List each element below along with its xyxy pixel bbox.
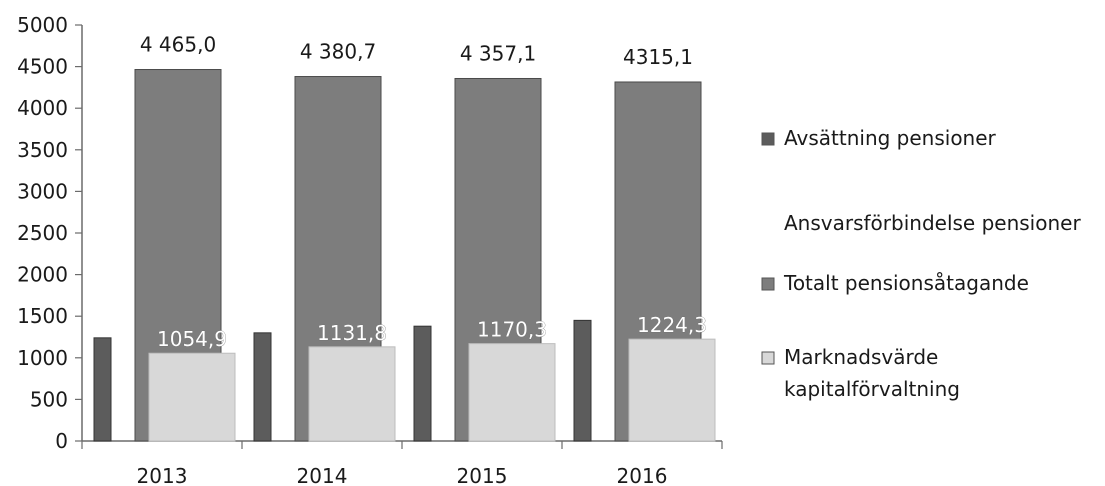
- bar-avsattning-pensioner: [574, 320, 591, 441]
- y-tick-label: 500: [30, 387, 68, 411]
- y-tick-label: 0: [55, 429, 68, 453]
- y-tick-label: 2000: [17, 263, 68, 287]
- y-tick-label: 2500: [17, 221, 68, 245]
- y-tick-label: 3000: [17, 179, 68, 203]
- y-tick-label: 1000: [17, 346, 68, 370]
- data-label-marknadsvarde: 1054,9: [157, 327, 227, 351]
- x-tick-label: 2015: [457, 464, 508, 486]
- legend-label: Totalt pensionsåtagande: [783, 271, 1029, 295]
- data-label-totalt: 4 380,7: [300, 40, 376, 64]
- y-tick-label: 3500: [17, 138, 68, 162]
- data-label-marknadsvarde: 1170,3: [477, 318, 547, 342]
- legend-swatch-icon: [762, 278, 774, 290]
- legend-label: Avsättning pensioner: [784, 126, 997, 150]
- bar-avsattning-pensioner: [94, 338, 111, 441]
- bar-marknadsvarde-kapitalforvaltning: [629, 339, 715, 441]
- x-tick-label: 2013: [137, 464, 188, 486]
- data-label-totalt: 4315,1: [623, 45, 693, 69]
- x-tick-label: 2014: [297, 464, 348, 486]
- bar-marknadsvarde-kapitalforvaltning: [309, 347, 395, 441]
- bar-marknadsvarde-kapitalforvaltning: [469, 344, 555, 441]
- bar-avsattning-pensioner: [414, 326, 431, 441]
- y-tick-label: 4500: [17, 55, 68, 79]
- y-tick-label: 1500: [17, 304, 68, 328]
- x-tick-label: 2016: [617, 464, 668, 486]
- data-label-totalt: 4 465,0: [140, 33, 216, 57]
- y-tick-label: 5000: [17, 13, 68, 37]
- bar-marknadsvarde-kapitalforvaltning: [149, 353, 235, 441]
- y-tick-label: 4000: [17, 96, 68, 120]
- legend-label: Ansvarsförbindelse pensioner: [784, 211, 1081, 235]
- legend-swatch-icon: [762, 352, 774, 364]
- legend-swatch-icon: [762, 218, 774, 230]
- legend-swatch-icon: [762, 133, 774, 145]
- data-label-marknadsvarde: 1131,8: [317, 321, 387, 345]
- data-label-marknadsvarde: 1224,3: [637, 313, 707, 337]
- bar-avsattning-pensioner: [254, 333, 271, 441]
- legend-label: kapitalförvaltning: [784, 377, 960, 401]
- legend-label: Marknadsvärde: [784, 345, 938, 369]
- data-label-totalt: 4 357,1: [460, 41, 536, 65]
